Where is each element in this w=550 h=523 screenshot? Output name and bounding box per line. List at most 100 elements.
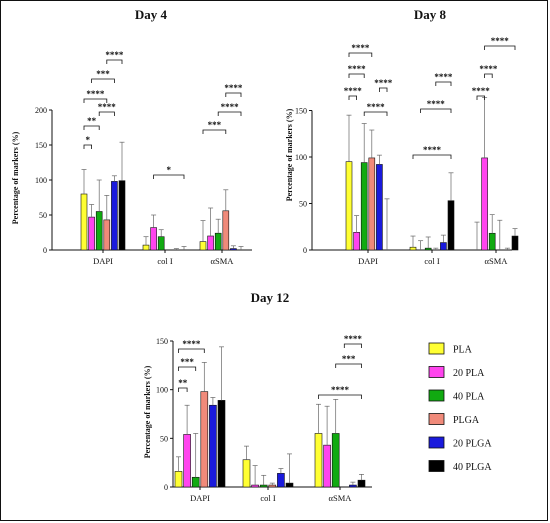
significance-label: ***	[180, 357, 194, 367]
bar-pla	[409, 246, 417, 251]
bar-pla	[142, 244, 150, 251]
y-axis-label: Percentage of markers (%)	[143, 365, 152, 458]
legend-label: 40 PLA	[453, 392, 485, 403]
significance-label: ****	[331, 385, 350, 395]
bar-20-plga	[209, 404, 217, 488]
significance-bracket	[202, 129, 227, 134]
significance-label: ****	[98, 102, 117, 112]
significance-bracket	[318, 394, 362, 399]
chart-title: Day 4	[135, 7, 168, 22]
significance-label: ****	[86, 89, 105, 99]
significance-label: ****	[374, 78, 393, 88]
chart-title: Day 8	[414, 7, 447, 22]
legend: PLA 20 PLA 40 PLA PLGA 20 PLGA 40 PLGA	[428, 342, 492, 473]
significance-label: *	[167, 165, 172, 175]
significance-label: ****	[434, 72, 453, 82]
significance-bracket	[412, 154, 452, 159]
legend-swatch	[428, 366, 445, 378]
bar-pla	[174, 471, 183, 488]
x-category-label: αSMA	[485, 256, 509, 266]
bar-20-pla	[353, 232, 360, 251]
y-tick-label: 100	[156, 386, 168, 395]
y-tick-label: 0	[303, 246, 307, 255]
bar-40-pla	[191, 476, 200, 488]
bar-20-plga	[230, 248, 237, 251]
significance-bracket	[106, 59, 123, 64]
legend-label: 40 PLGA	[453, 462, 492, 473]
legend-swatch	[428, 436, 445, 449]
x-category-label: αSMA	[211, 256, 235, 266]
significance-label: ****	[221, 102, 240, 112]
significance-bracket	[484, 73, 493, 78]
bar-40-pla	[214, 232, 222, 251]
significance-bracket	[363, 111, 388, 116]
bar-pla	[199, 241, 207, 251]
legend-swatch	[428, 413, 445, 425]
legend-swatch	[428, 460, 445, 472]
significance-bracket	[153, 174, 185, 179]
legend-swatch	[428, 389, 445, 402]
significance-bracket	[343, 343, 362, 348]
significance-bracket	[178, 366, 197, 371]
bar-20-pla	[323, 444, 331, 488]
bar-20-pla	[481, 157, 488, 251]
bar-40-plga	[118, 180, 126, 251]
significance-label: ***	[96, 69, 110, 79]
significance-label: ***	[208, 120, 222, 130]
y-tick-label: 0	[164, 483, 168, 492]
bar-40-pla	[157, 236, 165, 251]
bar-plga	[368, 157, 376, 251]
chart-panel-3: Day 12 0 50 100 150 Percentage of markers (%)…	[143, 290, 372, 503]
significance-bracket	[225, 92, 242, 97]
significance-bracket	[420, 108, 452, 113]
significance-bracket	[83, 144, 92, 149]
chart-panel-1: Day 4 0 50 100 150 200 Percentage of markers (…	[11, 7, 252, 266]
legend-label: PLA	[453, 345, 473, 356]
significance-label: ****	[472, 86, 491, 96]
legend-label: 20 PLGA	[453, 439, 492, 450]
significance-label: ***	[342, 354, 356, 364]
y-tick-label: 100	[35, 176, 47, 185]
bar-40-plga	[285, 482, 294, 488]
bar-20-plga	[277, 473, 285, 488]
bar-pla	[345, 161, 353, 251]
y-tick-label: 50	[299, 200, 307, 209]
bar-20-pla	[207, 235, 214, 251]
bar-20-pla	[88, 216, 95, 251]
legend-label: 20 PLA	[453, 368, 485, 379]
bar-plga	[268, 484, 277, 488]
bar-20-pla	[150, 227, 157, 251]
significance-bracket	[348, 73, 365, 78]
bar-pla	[314, 433, 323, 488]
y-tick-label: 150	[156, 337, 168, 346]
y-tick-label: 0	[43, 246, 47, 255]
bar-20-pla	[251, 484, 259, 488]
bar-40-pla	[259, 484, 268, 488]
significance-bracket	[484, 45, 516, 50]
significance-label: *	[86, 135, 91, 145]
significance-bracket	[83, 98, 108, 103]
x-category-label: DAPI	[190, 493, 210, 503]
significance-bracket	[98, 111, 115, 116]
bar-20-plga	[349, 484, 357, 488]
x-category-label: DAPI	[358, 256, 378, 266]
significance-bracket	[348, 95, 357, 100]
significance-label: **	[178, 378, 188, 388]
x-category-label: col I	[424, 256, 440, 266]
significance-bracket	[348, 52, 373, 57]
y-tick-label: 100	[295, 153, 307, 162]
significance-bracket	[217, 111, 242, 116]
bar-20-plga	[111, 181, 118, 251]
significance-bracket	[91, 78, 115, 83]
significance-bracket	[335, 363, 362, 368]
legend-label: PLGA	[453, 415, 480, 426]
y-tick-label: 50	[160, 434, 168, 443]
significance-label: ****	[344, 334, 363, 344]
significance-label: ****	[348, 64, 367, 74]
significance-label: ****	[479, 64, 498, 74]
bar-pla	[80, 193, 88, 251]
bar-40-plga	[511, 235, 519, 251]
legend-swatch	[428, 342, 445, 355]
